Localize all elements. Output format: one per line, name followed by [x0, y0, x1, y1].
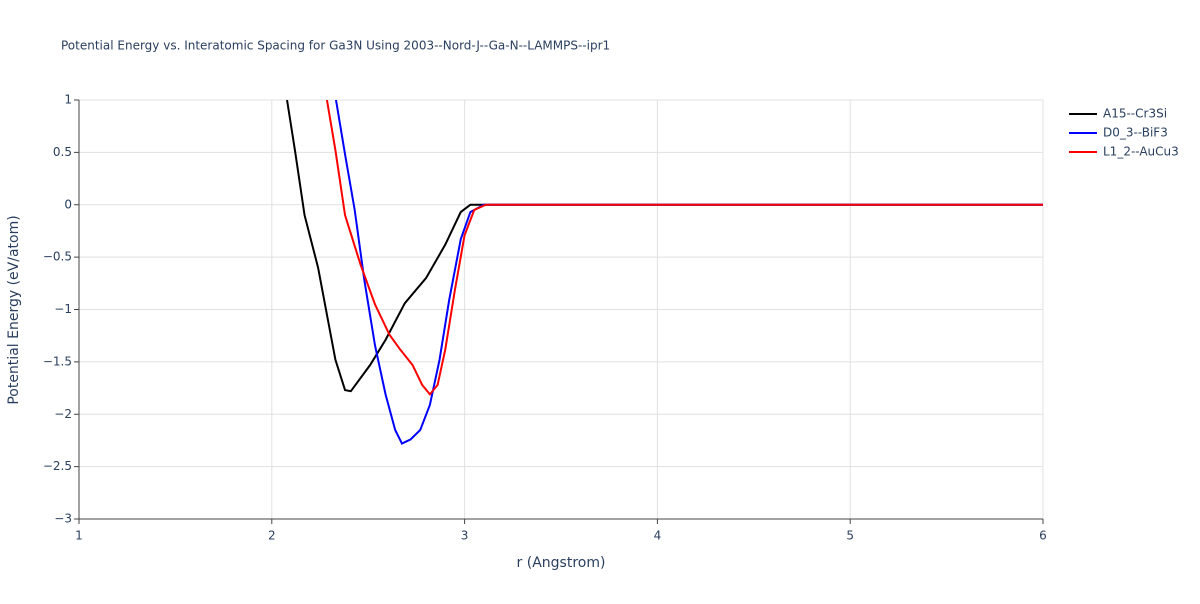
x-tick-label: 2	[268, 529, 276, 543]
y-tick-label: 0	[64, 197, 72, 211]
chart-title: Potential Energy vs. Interatomic Spacing…	[61, 39, 610, 53]
y-tick-label: −3	[54, 512, 72, 526]
y-tick-label: −2	[54, 407, 72, 421]
y-tick-label: 0.5	[53, 145, 72, 159]
x-tick-label: 5	[846, 529, 854, 543]
x-tick-label: 6	[1039, 529, 1047, 543]
x-tick-label: 1	[75, 529, 83, 543]
y-tick-label: −0.5	[43, 250, 72, 264]
y-axis-title: Potential Energy (eV/atom)	[6, 215, 22, 404]
line-series	[286, 100, 1043, 393]
legend-label: D0_3--BiF3	[1103, 126, 1168, 140]
x-tick-label: 4	[654, 529, 662, 543]
x-tick-label: 3	[461, 529, 469, 543]
x-axis-title: r (Angstrom)	[517, 555, 606, 571]
y-tick-label: 1	[64, 93, 72, 107]
legend-label: A15--Cr3Si	[1103, 107, 1167, 121]
line-series	[325, 100, 1043, 396]
y-tick-label: −1.5	[43, 354, 72, 368]
y-tick-label: −2.5	[43, 459, 72, 473]
plot-area	[286, 100, 1043, 445]
y-tick-label: −1	[54, 302, 72, 316]
legend-label: L1_2--AuCu3	[1103, 145, 1179, 159]
line-series	[335, 100, 1043, 445]
